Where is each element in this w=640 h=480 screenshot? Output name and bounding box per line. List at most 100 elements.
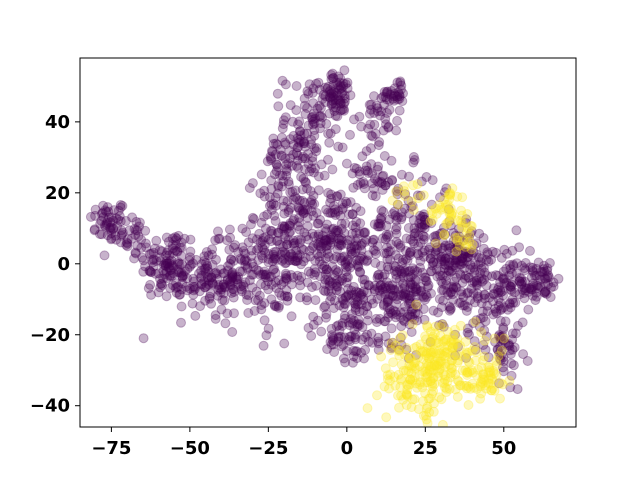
data-point-series-1 bbox=[238, 281, 249, 292]
data-point-series-1 bbox=[285, 202, 296, 213]
data-point-series-1 bbox=[530, 295, 541, 306]
data-point-series-1 bbox=[148, 254, 159, 265]
data-point-series-1 bbox=[331, 285, 342, 296]
data-point-series-2 bbox=[394, 333, 405, 344]
data-point-series-1 bbox=[315, 214, 326, 225]
data-point-series-1 bbox=[374, 313, 385, 324]
data-point-series-1 bbox=[311, 143, 322, 153]
data-point-series-1 bbox=[338, 81, 349, 92]
data-point-series-1 bbox=[280, 153, 291, 164]
data-point-series-1 bbox=[266, 184, 277, 194]
data-point-series-1 bbox=[298, 207, 309, 218]
data-point-series-2 bbox=[427, 333, 437, 344]
data-point-series-1 bbox=[313, 218, 324, 229]
data-point-series-1 bbox=[338, 295, 349, 306]
data-point-series-1 bbox=[213, 226, 223, 237]
data-point-series-1 bbox=[427, 175, 438, 186]
data-point-series-1 bbox=[404, 250, 415, 261]
data-point-series-1 bbox=[256, 304, 267, 315]
data-point-series-1 bbox=[238, 280, 249, 290]
data-point-series-1 bbox=[294, 126, 305, 137]
data-point-series-1 bbox=[277, 246, 288, 257]
data-point-series-1 bbox=[342, 235, 353, 246]
data-point-series-1 bbox=[378, 91, 389, 102]
data-point-series-1 bbox=[336, 240, 347, 251]
data-point-series-1 bbox=[185, 252, 195, 263]
data-point-series-1 bbox=[308, 116, 319, 127]
data-point-series-1 bbox=[375, 221, 386, 232]
data-point-series-1 bbox=[155, 273, 165, 284]
data-point-series-1 bbox=[259, 191, 270, 202]
data-point-series-1 bbox=[172, 246, 183, 257]
data-point-series-1 bbox=[303, 149, 313, 159]
data-point-series-1 bbox=[356, 121, 367, 132]
data-point-series-1 bbox=[172, 282, 183, 293]
data-point-series-1 bbox=[379, 248, 390, 259]
data-point-series-1 bbox=[270, 246, 281, 257]
data-point-series-1 bbox=[339, 313, 350, 324]
data-point-series-1 bbox=[263, 234, 274, 245]
data-point-series-1 bbox=[131, 225, 141, 236]
data-point-series-1 bbox=[352, 243, 362, 254]
data-point-series-1 bbox=[386, 323, 397, 334]
data-point-series-1 bbox=[184, 255, 195, 266]
data-point-series-1 bbox=[308, 190, 319, 201]
data-point-series-1 bbox=[336, 235, 347, 246]
data-point-series-1 bbox=[292, 252, 303, 263]
data-point-series-1 bbox=[160, 258, 171, 269]
data-point-series-1 bbox=[382, 242, 392, 253]
data-point-series-1 bbox=[272, 227, 283, 238]
data-point-series-1 bbox=[343, 334, 354, 345]
data-point-series-1 bbox=[222, 235, 232, 246]
data-point-series-1 bbox=[409, 231, 420, 242]
data-point-series-1 bbox=[167, 239, 178, 250]
data-point-series-1 bbox=[392, 94, 403, 105]
data-point-series-1 bbox=[289, 255, 300, 266]
data-point-series-1 bbox=[282, 291, 293, 302]
data-point-series-1 bbox=[346, 290, 357, 300]
data-point-series-1 bbox=[227, 270, 238, 281]
data-point-series-2 bbox=[399, 191, 410, 202]
data-point-series-1 bbox=[348, 315, 359, 326]
data-point-series-1 bbox=[254, 290, 265, 301]
data-point-series-1 bbox=[320, 223, 331, 234]
data-point-series-1 bbox=[263, 276, 274, 287]
data-point-series-1 bbox=[287, 116, 298, 127]
data-point-series-1 bbox=[258, 340, 269, 351]
data-point-series-1 bbox=[218, 279, 229, 290]
data-point-series-2 bbox=[456, 205, 467, 216]
data-point-series-1 bbox=[325, 85, 336, 96]
data-point-series-1 bbox=[331, 87, 342, 98]
data-point-series-1 bbox=[387, 209, 398, 219]
data-point-series-1 bbox=[444, 266, 455, 277]
data-point-series-1 bbox=[321, 241, 332, 252]
data-point-series-1 bbox=[337, 204, 348, 215]
data-point-series-1 bbox=[134, 217, 145, 228]
data-point-series-1 bbox=[259, 266, 270, 277]
data-point-series-1 bbox=[379, 316, 390, 327]
data-point-series-1 bbox=[277, 123, 288, 134]
data-point-series-1 bbox=[488, 296, 498, 307]
data-point-series-1 bbox=[405, 298, 416, 309]
data-point-series-1 bbox=[349, 324, 360, 335]
data-point-series-1 bbox=[335, 98, 346, 109]
data-point-series-1 bbox=[329, 347, 340, 357]
data-point-series-1 bbox=[303, 158, 314, 169]
data-point-series-1 bbox=[158, 260, 169, 271]
data-point-series-1 bbox=[396, 268, 407, 279]
data-point-series-1 bbox=[294, 212, 305, 223]
data-point-series-1 bbox=[239, 255, 250, 266]
data-point-series-1 bbox=[163, 236, 174, 247]
data-point-series-1 bbox=[202, 263, 213, 274]
data-point-series-1 bbox=[385, 307, 396, 318]
data-point-series-1 bbox=[378, 282, 389, 293]
data-point-series-1 bbox=[323, 275, 334, 285]
data-point-series-1 bbox=[227, 268, 238, 279]
data-point-series-1 bbox=[365, 119, 376, 130]
data-point-series-1 bbox=[374, 273, 385, 284]
data-point-series-1 bbox=[341, 277, 352, 288]
data-point-series-1 bbox=[255, 188, 266, 199]
data-point-series-1 bbox=[201, 281, 212, 291]
data-point-series-1 bbox=[382, 296, 393, 307]
data-point-series-1 bbox=[341, 198, 352, 209]
